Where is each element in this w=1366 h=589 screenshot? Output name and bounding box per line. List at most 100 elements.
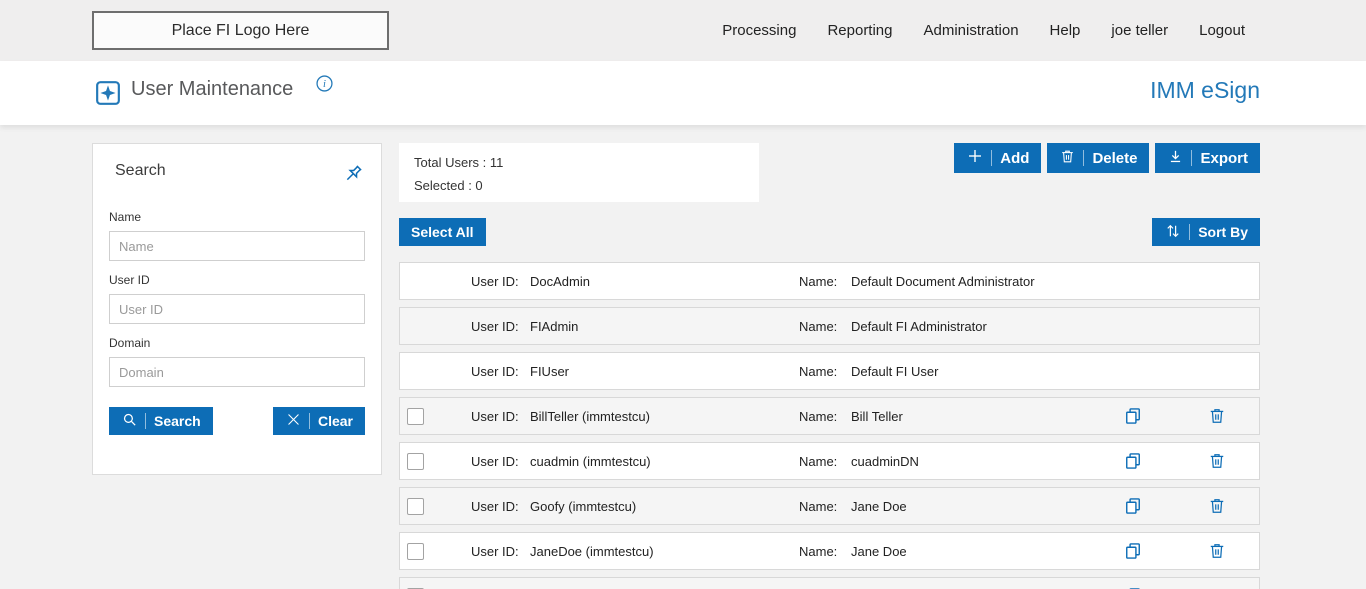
name-label: Name: xyxy=(799,408,838,424)
row-checkbox[interactable] xyxy=(407,587,424,589)
download-icon xyxy=(1167,148,1184,169)
name-value: Jane Doe xyxy=(851,498,907,514)
add-button[interactable]: Add xyxy=(954,143,1042,173)
brand-imm-esign: IMM eSign xyxy=(1150,77,1260,103)
checkbox-cell xyxy=(400,273,471,290)
button-divider xyxy=(1191,150,1193,166)
user-id-value: FIAdmin xyxy=(530,318,579,334)
user-row: User ID: JaneDoe (immtestcu) Name: Jane … xyxy=(399,532,1260,570)
user-list: User ID: DocAdmin Name: Default Document… xyxy=(399,262,1260,589)
user-id-value: BillTeller (immtestcu) xyxy=(530,408,650,424)
name-value: Bill Teller xyxy=(851,408,903,424)
domain-input[interactable] xyxy=(109,357,365,387)
delete-user-button[interactable] xyxy=(1175,406,1259,426)
sort-by-label: Sort By xyxy=(1198,224,1248,240)
copy-user-button[interactable] xyxy=(1091,541,1175,561)
main-area: Total Users : 11 Selected : 0 Add xyxy=(399,143,1260,589)
clear-button-label: Clear xyxy=(317,413,353,429)
summary-box: Total Users : 11 Selected : 0 xyxy=(399,143,759,202)
name-label: Name: xyxy=(799,318,838,334)
add-button-label: Add xyxy=(1000,149,1030,167)
delete-user-button[interactable] xyxy=(1175,451,1259,471)
userid-field-label: User ID xyxy=(109,273,150,287)
nav-item-logout[interactable]: Logout xyxy=(1199,22,1245,39)
copy-user-button[interactable] xyxy=(1091,496,1175,516)
search-panel: Search Name User ID Domain xyxy=(92,143,382,475)
user-id-label: User ID: xyxy=(471,363,519,379)
select-all-label: Select All xyxy=(411,224,474,240)
clear-x-icon xyxy=(285,411,302,431)
select-all-button[interactable]: Select All xyxy=(399,218,486,246)
checkbox-cell xyxy=(400,587,471,589)
user-row: User ID: FIUser Name: Default FI User xyxy=(399,352,1260,390)
content-area: Search Name User ID Domain xyxy=(0,125,1366,589)
page-title: User Maintenance xyxy=(131,78,294,100)
row-checkbox[interactable] xyxy=(407,407,424,425)
button-divider xyxy=(308,413,310,429)
svg-text:i: i xyxy=(323,79,326,90)
user-row: User ID: FIAdmin Name: Default FI Admini… xyxy=(399,307,1260,345)
checkbox-cell xyxy=(400,318,471,335)
name-label: Name: xyxy=(799,453,838,469)
delete-button-label: Delete xyxy=(1092,149,1138,167)
search-panel-title: Search xyxy=(115,162,166,179)
nav-item-processing[interactable]: Processing xyxy=(722,22,797,39)
plus-icon xyxy=(966,147,984,169)
button-divider xyxy=(991,150,993,166)
user-id-value: FIUser xyxy=(530,363,569,379)
sort-by-button[interactable]: Sort By xyxy=(1152,218,1260,246)
checkbox-cell xyxy=(400,407,471,425)
search-button-label: Search xyxy=(154,413,201,429)
clear-button[interactable]: Clear xyxy=(272,407,365,435)
userid-input[interactable] xyxy=(109,294,365,324)
user-id-label: User ID: xyxy=(471,408,519,424)
name-value: Default FI Administrator xyxy=(851,318,987,334)
name-label: Name: xyxy=(799,498,838,514)
row-checkbox[interactable] xyxy=(407,542,424,560)
list-controls: Select All Sort By xyxy=(399,143,1260,246)
user-maintenance-icon xyxy=(95,80,121,106)
delete-user-button[interactable] xyxy=(1175,496,1259,516)
checkbox-cell xyxy=(400,542,471,560)
user-row xyxy=(399,577,1260,589)
delete-button[interactable]: Delete xyxy=(1047,143,1150,173)
domain-field-label: Domain xyxy=(109,336,151,350)
row-checkbox[interactable] xyxy=(407,497,424,515)
name-input[interactable] xyxy=(109,231,365,261)
top-nav: Processing Reporting Administration Help… xyxy=(722,0,1245,61)
name-label: Name: xyxy=(799,543,838,559)
user-row: User ID: Goofy (immtestcu) Name: Jane Do… xyxy=(399,487,1260,525)
user-id-label: User ID: xyxy=(471,543,519,559)
pin-icon[interactable] xyxy=(341,162,365,186)
copy-user-button[interactable] xyxy=(1091,406,1175,426)
name-label: Name: xyxy=(799,273,838,289)
nav-item-administration[interactable]: Administration xyxy=(923,22,1019,39)
info-icon[interactable]: i xyxy=(316,75,333,92)
user-id-value: JaneDoe (immtestcu) xyxy=(530,543,654,559)
row-checkbox[interactable] xyxy=(407,452,424,470)
trash-icon xyxy=(1059,148,1076,169)
nav-item-help[interactable]: Help xyxy=(1049,22,1081,39)
user-id-value: Goofy (immtestcu) xyxy=(530,498,637,514)
user-id-label: User ID: xyxy=(471,498,519,514)
sort-arrows-icon xyxy=(1164,222,1182,243)
total-users-text: Total Users : 11 xyxy=(414,155,504,170)
checkbox-cell xyxy=(400,497,471,515)
search-icon xyxy=(121,411,138,431)
user-id-value: cuadmin (immtestcu) xyxy=(530,453,651,469)
checkbox-cell xyxy=(400,363,471,380)
search-button[interactable]: Search xyxy=(109,407,213,435)
title-bar: User Maintenance i IMM eSign xyxy=(0,61,1366,125)
user-id-label: User ID: xyxy=(471,273,519,289)
name-label: Name: xyxy=(799,363,838,379)
nav-item-username[interactable]: joe teller xyxy=(1111,22,1169,39)
copy-user-button[interactable] xyxy=(1091,451,1175,471)
nav-item-reporting[interactable]: Reporting xyxy=(827,22,893,39)
delete-user-button[interactable] xyxy=(1175,541,1259,561)
name-field-label: Name xyxy=(109,210,142,224)
export-button[interactable]: Export xyxy=(1155,143,1260,173)
user-row: User ID: cuadmin (immtestcu) Name: cuadm… xyxy=(399,442,1260,480)
name-value: Default Document Administrator xyxy=(851,273,1035,289)
button-divider xyxy=(145,413,146,429)
user-row: User ID: DocAdmin Name: Default Document… xyxy=(399,262,1260,300)
